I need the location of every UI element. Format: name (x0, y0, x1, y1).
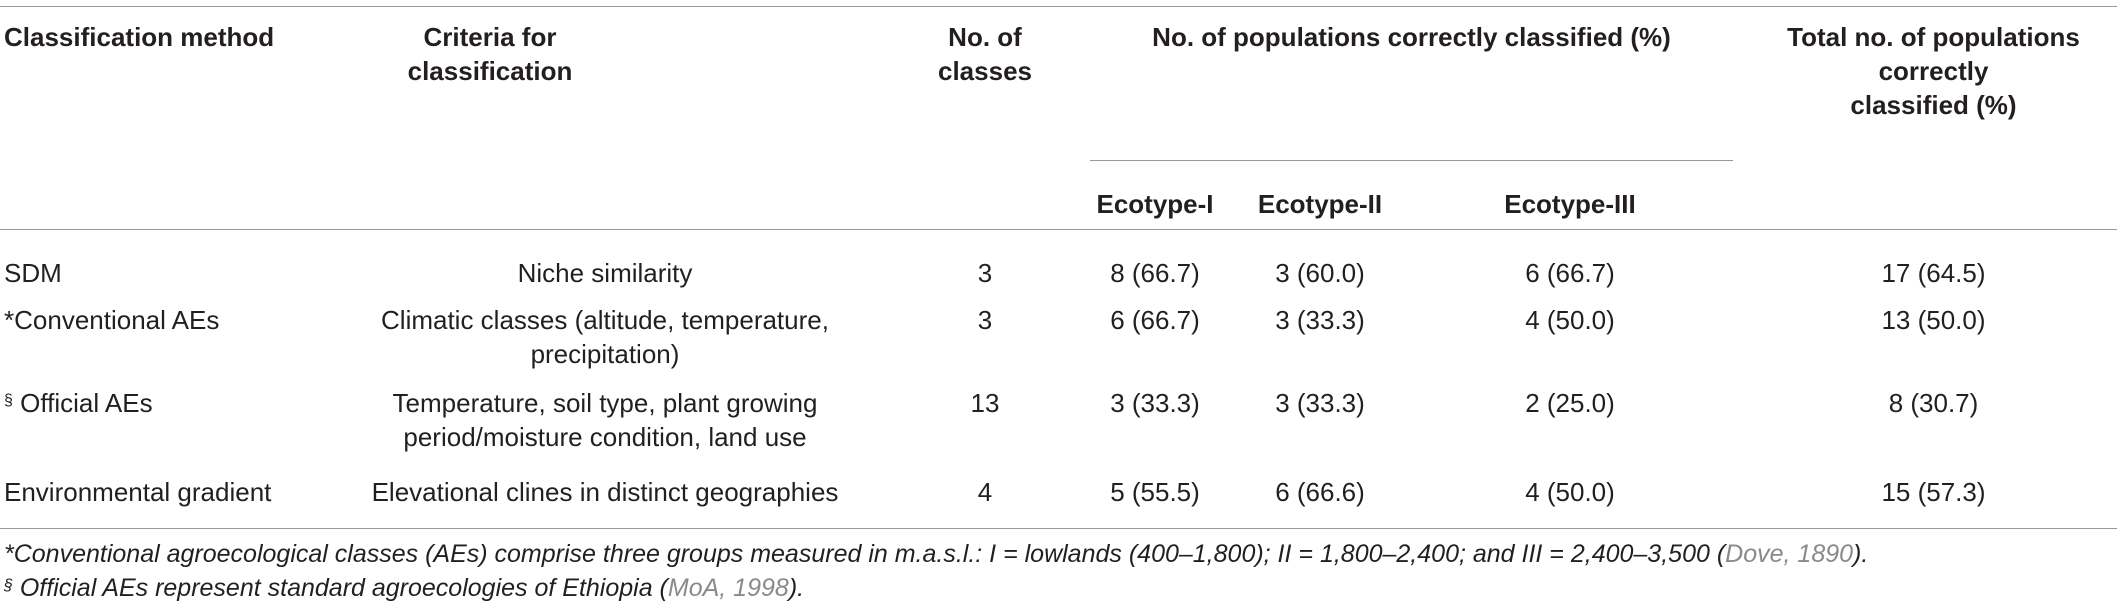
header-ecotype-2: Ecotype-II (1257, 189, 1383, 219)
table-row-eco2: 3 (33.3) (1275, 388, 1365, 418)
row-criteria-line1: Niche similarity (517, 258, 693, 288)
table-row-eco1: 8 (66.7) (1110, 258, 1200, 288)
header-ecotype-3: Ecotype-III (1504, 189, 1636, 219)
footnote-end: ). (1853, 540, 1869, 568)
table-row-classes: 3 (977, 258, 993, 288)
header-no-classes-line1: No. of (948, 22, 1022, 52)
header-ecotype-1: Ecotype-I (1096, 189, 1214, 219)
header-no-classes: No. of classes (905, 20, 1065, 88)
footnote-conventional-aes: *Conventional agroecological classes (AE… (4, 538, 1868, 570)
table-bottom-rule (0, 528, 2117, 529)
table-row-eco3: 2 (25.0) (1525, 388, 1615, 418)
row-method-text: Conventional AEs (14, 305, 220, 335)
table-row-method: § Official AEs (4, 386, 334, 420)
citation-link[interactable]: Dove, 1890 (1725, 540, 1854, 568)
table-row-method: SDM (4, 256, 334, 290)
row-method-text: SDM (4, 258, 62, 288)
row-criteria-line2: period/moisture condition, land use (403, 422, 807, 452)
table-row-total: 17 (64.5) (1881, 258, 1986, 288)
table-top-rule (0, 6, 2117, 7)
header-correct-pct: No. of populations correctly classified … (1152, 22, 1671, 52)
table-row-eco1: 5 (55.5) (1110, 477, 1200, 507)
header-no-classes-line2: classes (938, 56, 1032, 86)
table-row-classes: 13 (970, 388, 1000, 418)
header-criteria-line1: Criteria for (423, 22, 557, 52)
table-row-criteria: Climatic classes (altitude, temperature,… (330, 303, 880, 371)
row-criteria-line1: Temperature, soil type, plant growing (392, 388, 818, 418)
table-row-eco2: 6 (66.6) (1275, 477, 1365, 507)
table-row-eco2: 3 (60.0) (1275, 258, 1365, 288)
footnote-end: ). (788, 574, 805, 602)
table-row-eco1: 6 (66.7) (1110, 305, 1200, 335)
table-row-classes: 4 (977, 477, 993, 507)
header-total-line2: correctly (1878, 56, 1989, 86)
table-row-classes: 3 (977, 305, 993, 335)
header-classification-method: Classification method (4, 22, 275, 52)
header-criteria: Criteria for classification (330, 20, 650, 88)
table-row-eco3: 6 (66.7) (1525, 258, 1615, 288)
table-row-eco2: 3 (33.3) (1275, 305, 1365, 335)
row-method-text: Official AEs (12, 388, 153, 418)
table-header-rule (0, 229, 2117, 230)
footnote-text: Official AEs represent standard agroecol… (12, 574, 668, 602)
table-row-total: 13 (50.0) (1881, 305, 1986, 335)
citation-link[interactable]: MoA, 1998 (667, 574, 789, 602)
row-mark: * (4, 305, 15, 335)
header-total-line3: classified (%) (1850, 90, 2017, 120)
table-row-method: Environmental gradient (4, 475, 334, 509)
table-row-criteria: Niche similarity (330, 256, 880, 290)
table-row-criteria: Temperature, soil type, plant growing pe… (330, 386, 880, 454)
footnote-mark: § (4, 577, 13, 594)
subheader-rule (1090, 160, 1733, 161)
header-total-line1: Total no. of populations (1787, 22, 2080, 52)
table-row-total: 8 (30.7) (1888, 388, 1979, 418)
header-total: Total no. of populations correctly class… (1750, 20, 2117, 122)
table-row-eco1: 3 (33.3) (1110, 388, 1200, 418)
row-mark: § (4, 392, 13, 409)
header-criteria-line2: classification (407, 56, 573, 86)
row-method-text: Environmental gradient (4, 477, 272, 507)
table-row-method: *Conventional AEs (4, 303, 334, 337)
table-row-eco3: 4 (50.0) (1525, 477, 1615, 507)
table-row-total: 15 (57.3) (1881, 477, 1986, 507)
footnote-official-aes: § Official AEs represent standard agroec… (4, 572, 804, 604)
row-criteria-line1: Elevational clines in distinct geographi… (371, 477, 839, 507)
table-row-criteria: Elevational clines in distinct geographi… (330, 475, 880, 509)
table-row-eco3: 4 (50.0) (1525, 305, 1615, 335)
footnote-text: *Conventional agroecological classes (AE… (4, 540, 1726, 568)
row-criteria-line1: Climatic classes (altitude, temperature, (381, 305, 829, 335)
row-criteria-line2: precipitation) (530, 339, 680, 369)
